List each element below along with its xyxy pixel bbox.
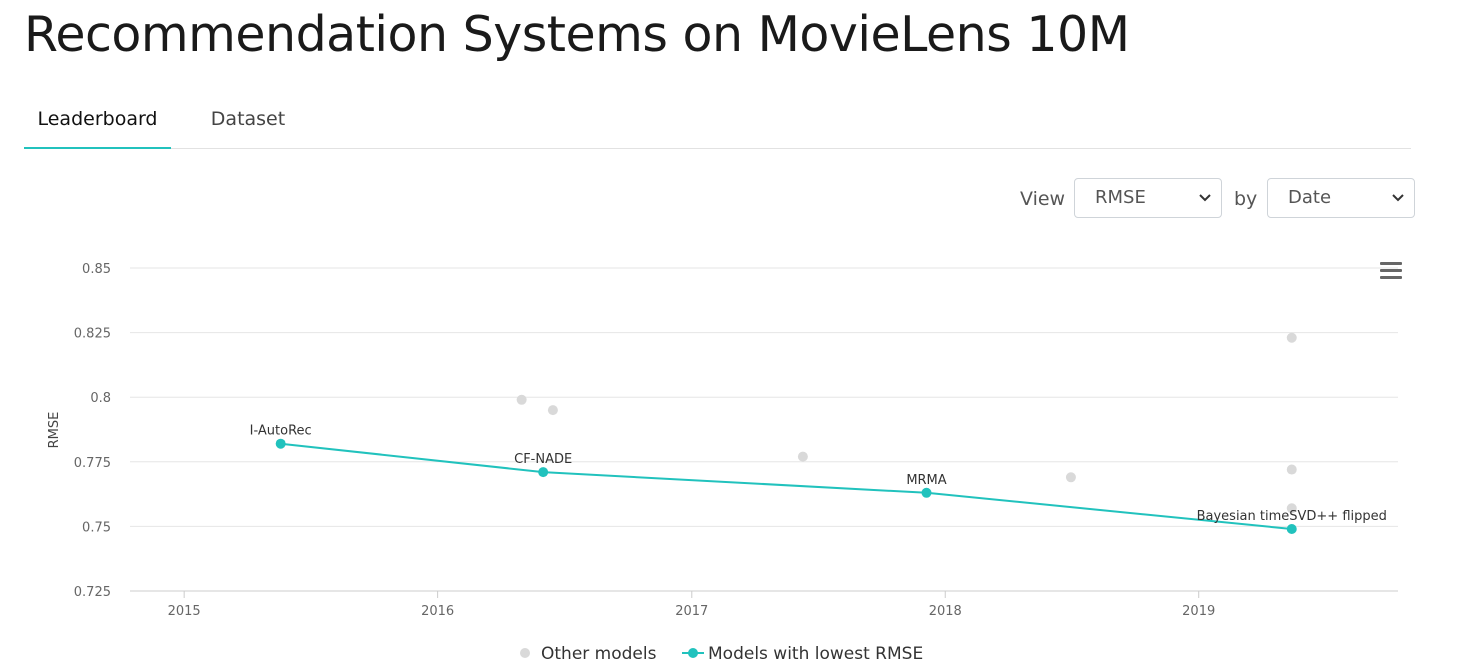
metric-select-value: RMSE (1095, 187, 1146, 208)
by-label: by (1234, 188, 1258, 210)
x-tick-label: 2018 (929, 604, 962, 619)
other-model-point (1286, 332, 1297, 343)
y-tick-label: 0.85 (82, 262, 111, 277)
lowest-rmse-point (275, 438, 286, 449)
x-tick-label: 2017 (675, 604, 708, 619)
y-tick-label: 0.825 (74, 327, 111, 342)
x-tick-label: 2019 (1182, 604, 1215, 619)
metric-select[interactable]: RMSE (1074, 178, 1222, 218)
chart-legend: Other models Models with lowest RMSE (520, 644, 923, 664)
chevron-down-icon (1392, 194, 1404, 202)
y-axis-title: RMSE (47, 412, 62, 449)
sort-by-select-value: Date (1288, 187, 1332, 208)
legend-best-label: Models with lowest RMSE (708, 644, 923, 664)
page-title: Recommendation Systems on MovieLens 10M (24, 6, 1130, 63)
lowest-rmse-point (1286, 523, 1297, 534)
tab-leaderboard[interactable]: Leaderboard (37, 108, 158, 130)
other-model-point (797, 451, 808, 462)
x-tick-label: 2015 (168, 604, 201, 619)
hamburger-menu-icon[interactable] (1380, 262, 1402, 279)
lowest-rmse-line (280, 442, 1292, 530)
legend-other-marker (520, 648, 530, 658)
other-model-point (1286, 464, 1297, 475)
sort-by-select[interactable]: Date (1267, 178, 1415, 218)
x-tick-label: 2016 (421, 604, 454, 619)
chart-controls: View RMSE by Date (0, 178, 1457, 220)
active-tab-indicator (24, 147, 171, 149)
data-point-label: MRMA (906, 473, 946, 488)
chevron-down-icon (1199, 194, 1211, 202)
y-tick-label: 0.75 (82, 520, 111, 535)
tab-dataset[interactable]: Dataset (210, 108, 286, 130)
data-point-label: I-AutoRec (250, 424, 312, 439)
y-tick-label: 0.725 (74, 585, 111, 600)
y-tick-label: 0.8 (90, 391, 111, 406)
data-point-label: CF-NADE (514, 452, 572, 467)
legend-best-marker (688, 648, 698, 658)
other-model-point (547, 405, 558, 416)
point-labels: I-AutoRec CF-NADE MRMA Bayesian timeSVD++ f… (250, 424, 1387, 524)
grid-lines (130, 267, 1398, 527)
lowest-rmse-point (921, 487, 932, 498)
other-model-point (1286, 503, 1297, 514)
other-model-point (516, 394, 527, 405)
data-point-label: Bayesian timeSVD++ flipped (1197, 509, 1387, 524)
tab-bar: Leaderboard Dataset (24, 90, 1411, 149)
x-axis: 2015 2016 2017 2018 2019 (130, 590, 1398, 619)
y-axis: 0.725 0.75 0.775 0.8 0.825 0.85 RMSE (47, 262, 111, 600)
legend-other-label: Other models (541, 644, 657, 664)
view-label: View (1020, 188, 1066, 210)
lowest-rmse-point (538, 467, 549, 478)
other-model-point (1065, 472, 1076, 483)
chart-series (275, 332, 1297, 534)
y-tick-label: 0.775 (74, 456, 111, 471)
